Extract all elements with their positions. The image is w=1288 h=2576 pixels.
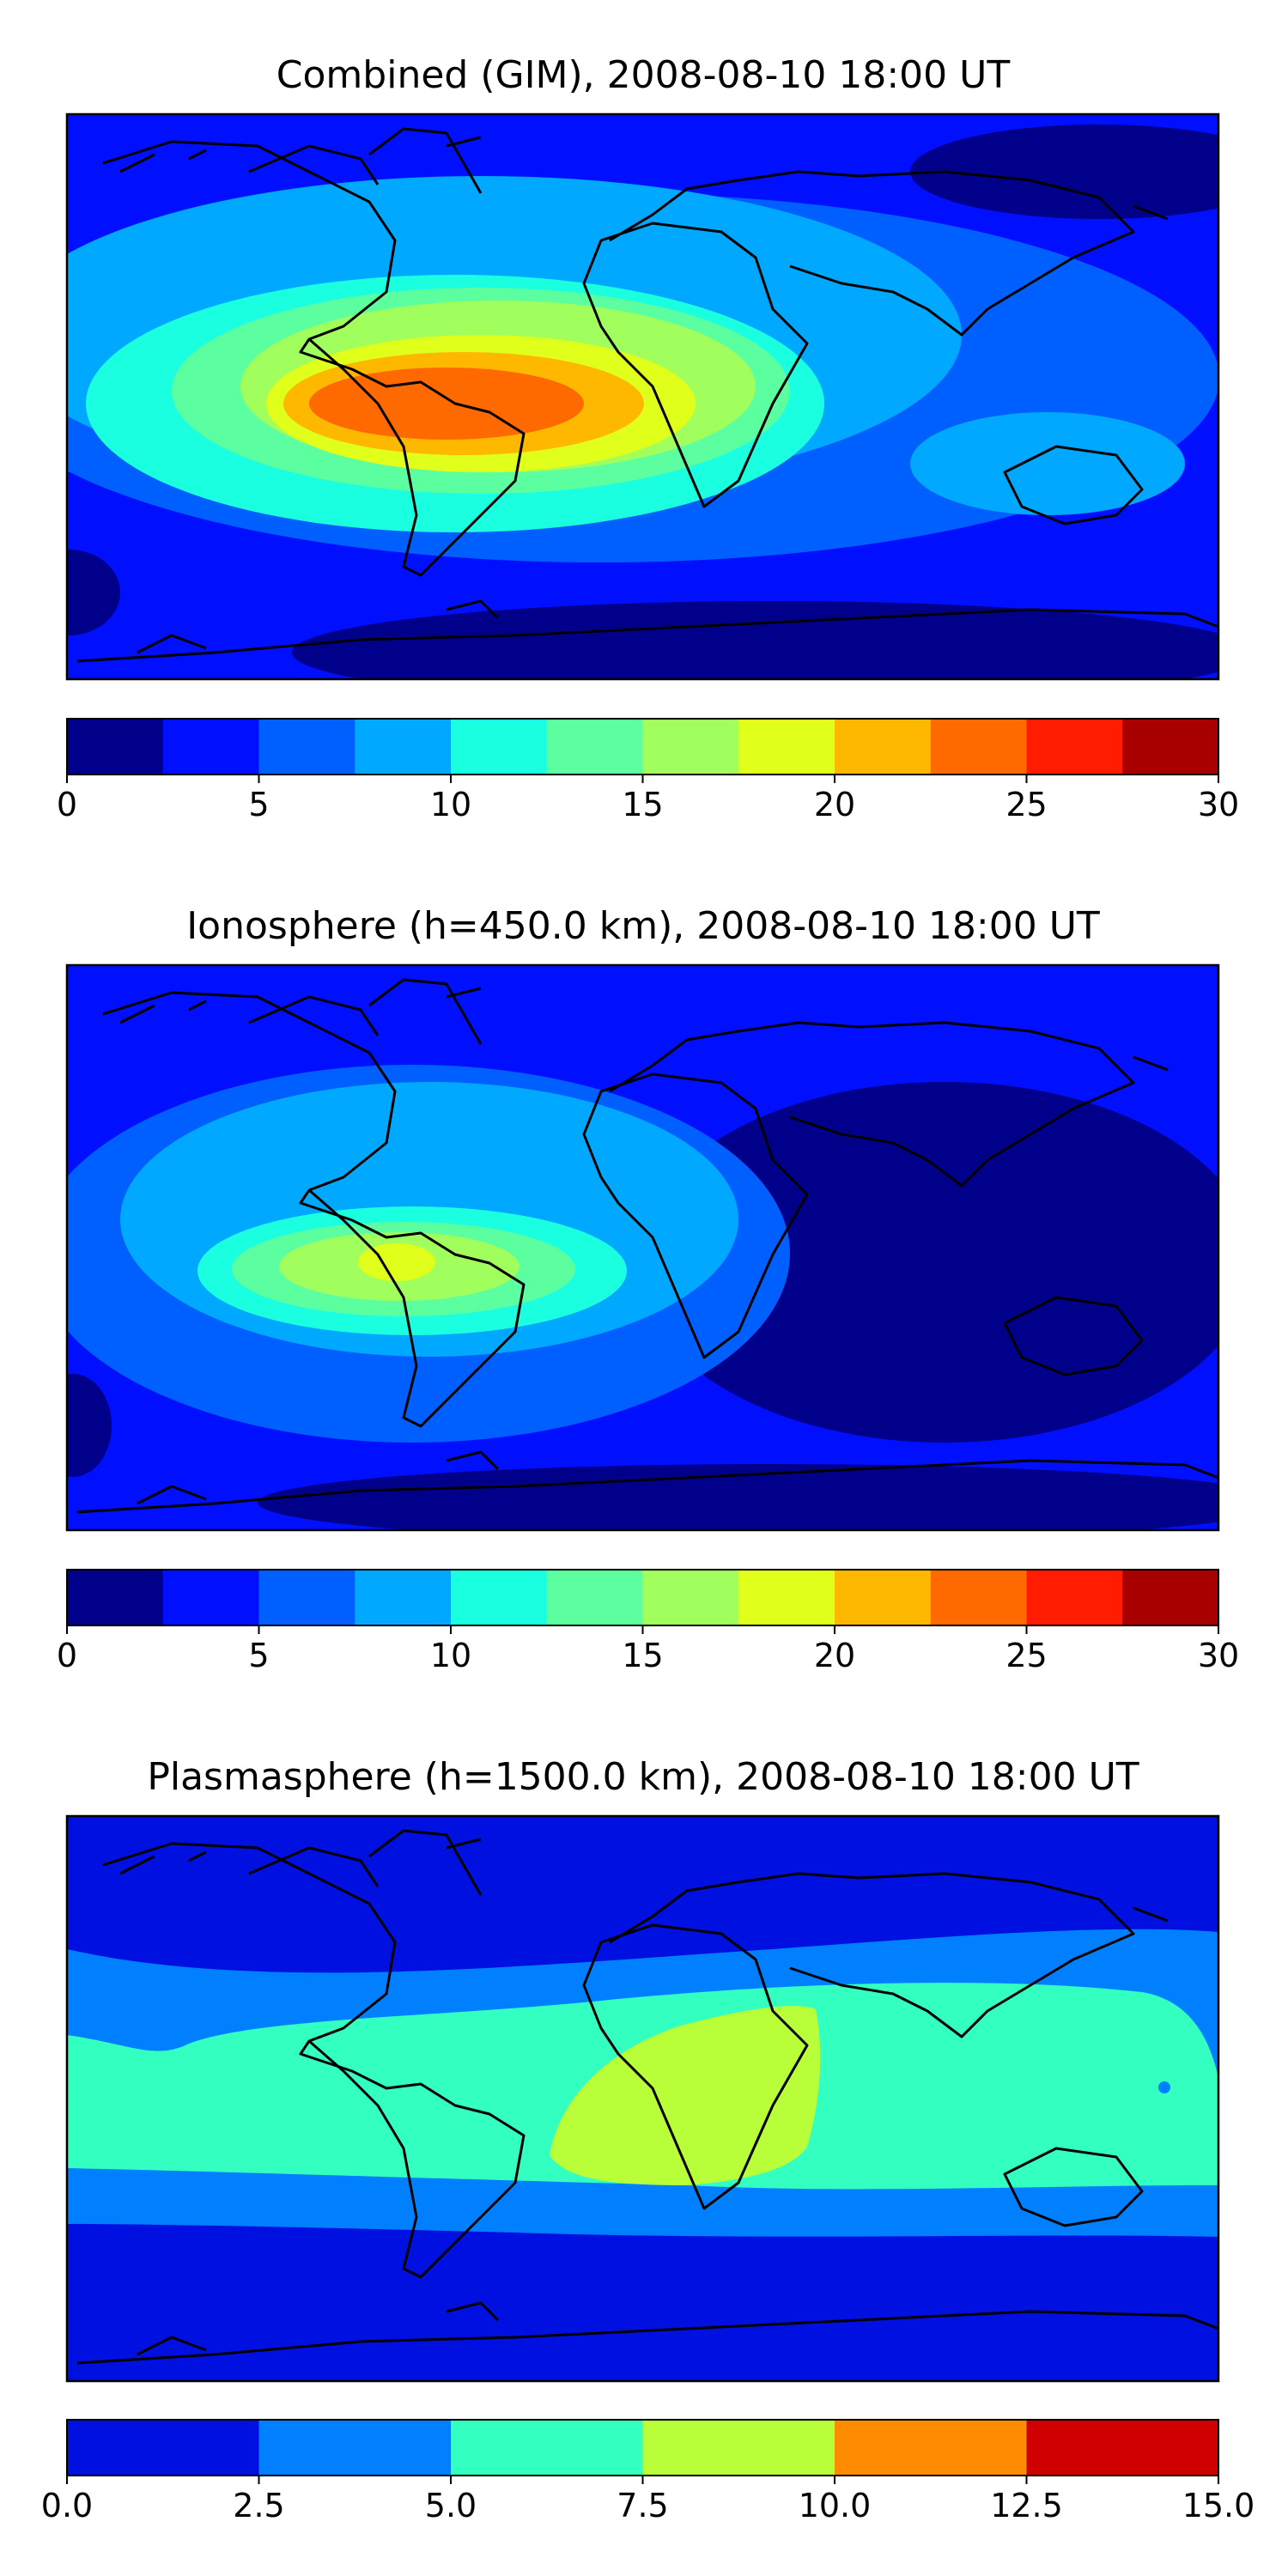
field-level-0 — [635, 1082, 1218, 1443]
colorbar-cell — [258, 1570, 355, 1625]
colorbar-tick-label: 5.0 — [425, 2487, 477, 2524]
colorbar-cell — [642, 719, 739, 775]
colorbar-tick-label: 30 — [1198, 786, 1239, 823]
colorbar-tick-label: 25 — [1005, 1637, 1047, 1674]
colorbar-tick-label: 20 — [814, 1637, 855, 1674]
map-title: Combined (GIM), 2008-08-10 18:00 UT — [276, 53, 1011, 97]
colorbar-tick-label: 12.5 — [990, 2487, 1063, 2524]
colorbar-tick-label: 15 — [622, 786, 663, 823]
panel-ionosphere: Ionosphere (h=450.0 km), 2008-08-10 18:0… — [57, 904, 1239, 1674]
map-title: Ionosphere (h=450.0 km), 2008-08-10 18:0… — [186, 904, 1100, 948]
colorbar-cell — [162, 719, 260, 775]
colorbar-cell — [1122, 1570, 1219, 1625]
colorbar-cell — [546, 719, 644, 775]
colorbar-cell — [642, 1570, 739, 1625]
colorbar-cell — [642, 2420, 835, 2476]
colorbar-cell — [162, 1570, 260, 1625]
colorbar-tick-label: 25 — [1005, 786, 1047, 823]
colorbar-cell — [451, 2420, 644, 2476]
colorbar-tick-label: 10.0 — [799, 2487, 872, 2524]
colorbar-cell — [1122, 719, 1219, 775]
colorbar-cell — [258, 719, 355, 775]
field-level-3 — [550, 2006, 821, 2185]
map-title: Plasmasphere (h=1500.0 km), 2008-08-10 1… — [147, 1755, 1139, 1799]
colorbar-cell — [1026, 719, 1123, 775]
field-level-1 — [1158, 2081, 1170, 2093]
map-frame — [65, 963, 1220, 1532]
colorbar-tick-label: 5 — [248, 786, 269, 823]
coastlines — [76, 978, 1218, 1514]
colorbar: 0 5 10 15 20 25 30 — [57, 718, 1239, 823]
colorbar-tick-label: 5 — [248, 1637, 269, 1674]
field-level-0 — [258, 1464, 1218, 1530]
colorbar-tick-label: 7.5 — [617, 2487, 668, 2524]
map-frame — [65, 1814, 1220, 2383]
colorbar-cell — [355, 719, 452, 775]
colorbar-tick-label: 20 — [814, 786, 855, 823]
colorbar: 0 5 10 15 20 25 30 — [57, 1569, 1239, 1674]
map-frame — [65, 112, 1220, 681]
colorbar-cell — [1026, 2420, 1219, 2476]
colorbar-tick-label: 30 — [1198, 1637, 1239, 1674]
coastlines — [76, 127, 1218, 663]
colorbar-cell — [835, 719, 932, 775]
field-level-0 — [67, 1374, 112, 1477]
colorbar-tick-label: 2.5 — [233, 2487, 284, 2524]
field-level-3 — [910, 412, 1185, 515]
colorbar-cell — [355, 1570, 452, 1625]
colorbar-cell — [835, 1570, 932, 1625]
colorbar-cell — [835, 2420, 1028, 2476]
colorbar-cell — [451, 719, 548, 775]
field-level-0 — [292, 601, 1218, 679]
heatmap-map — [67, 965, 1218, 1530]
colorbar-cell — [258, 2420, 452, 2476]
colorbar-cell — [67, 719, 164, 775]
colorbar: 0.0 2.5 5.0 7.5 10.0 12.5 15.0 — [41, 2419, 1255, 2524]
colorbar-cell — [738, 719, 835, 775]
colorbar-cell — [546, 1570, 644, 1625]
colorbar-tick-label: 10 — [430, 786, 471, 823]
colorbar-tick-label: 15.0 — [1182, 2487, 1255, 2524]
colorbar-tick-label: 0 — [57, 786, 77, 823]
colorbar-cell — [67, 2420, 260, 2476]
heatmap-map — [67, 114, 1218, 679]
colorbar-cell — [451, 1570, 548, 1625]
colorbar-cell — [930, 1570, 1028, 1625]
coastlines — [76, 1829, 1218, 2365]
colorbar-tick-label: 0.0 — [41, 2487, 93, 2524]
field-level-0 — [67, 550, 120, 635]
colorbar-cell — [67, 1570, 164, 1625]
colorbar-tick-label: 15 — [622, 1637, 663, 1674]
panel-combined: Combined (GIM), 2008-08-10 18:00 UT — [57, 53, 1239, 823]
heatmap-map — [67, 1816, 1218, 2381]
colorbar-cell — [738, 1570, 835, 1625]
colorbar-tick-label: 10 — [430, 1637, 471, 1674]
field-level-0 — [910, 125, 1218, 219]
colorbar-tick-label: 0 — [57, 1637, 77, 1674]
field-level-7 — [358, 1243, 435, 1281]
panel-plasmasphere: Plasmasphere (h=1500.0 km), 2008-08-10 1… — [41, 1755, 1255, 2524]
colorbar-cell — [1026, 1570, 1123, 1625]
field-level-9 — [309, 368, 584, 440]
colorbar-cell — [930, 719, 1028, 775]
